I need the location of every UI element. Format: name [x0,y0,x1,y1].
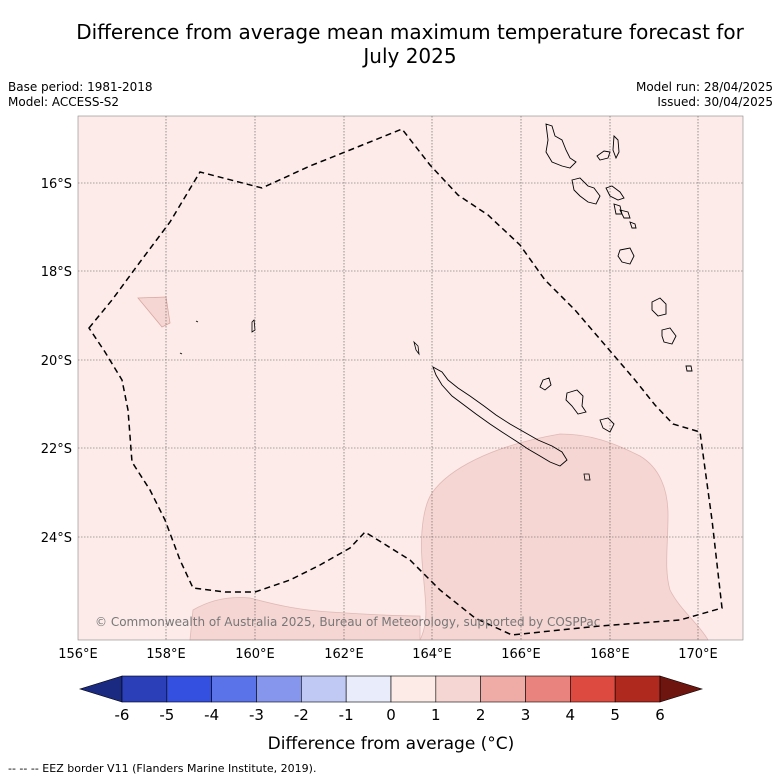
vanuatu-islands [545,123,693,372]
colorbar-swatch [570,675,616,703]
new-caledonia-island [432,366,568,467]
colorbar-tick-label: 6 [655,706,665,724]
colorbar-swatch [435,675,481,703]
map-panel: © Commonwealth of Australia 2025, Bureau… [77,115,744,641]
lat-label-18s: 18°S [41,265,72,280]
colorbar-tick-label: -4 [204,706,219,724]
eez-legend-note: -- -- -- EEZ border V11 (Flanders Marine… [8,762,317,775]
model-run: Model run: 28/04/2025 [635,80,773,94]
colorbar-swatches [78,675,704,703]
colorbar-swatch [525,675,571,703]
colorbar-extend-low [78,675,123,703]
colorbar-swatch [301,675,347,703]
lat-label-16s: 16°S [41,177,72,192]
north-islets [413,340,591,481]
colorbar-tick-label: 0 [386,706,396,724]
colorbar-tick-label: 3 [521,706,531,724]
issued-date: Issued: 30/04/2025 [657,95,773,109]
lon-label-168e: 168°E [590,647,630,662]
meta-right: Model run: 28/04/2025 Issued: 30/04/2025 [636,80,773,110]
colorbar-extend-high [659,675,704,703]
colorbar: -6 -5 -4 -3 -2 -1 0 1 2 3 4 5 6 Difference from aver… [78,675,704,754]
eez-border [88,128,723,636]
colorbar-tick-label: -6 [115,706,130,724]
colorbar-tick-label: -3 [249,706,264,724]
colorbar-tick-label: -1 [339,706,354,724]
colorbar-title: Difference from average (°C) [268,734,515,754]
lon-label-162e: 162°E [324,647,364,662]
warm-anomaly-bottom-left [189,597,421,641]
base-period: Base period: 1981-2018 [8,80,153,94]
colorbar-swatch [480,675,526,703]
meta-left: Base period: 1981-2018 Model: ACCESS-S2 [8,80,153,110]
colorbar-swatch [121,675,168,703]
warm-anomaly-island-west [137,296,171,328]
copyright-text: © Commonwealth of Australia 2025, Bureau… [95,615,600,629]
latitude-labels: 16°S 18°S 20°S 22°S 24°S [41,177,72,546]
lon-label-164e: 164°E [412,647,452,662]
lat-label-20s: 20°S [41,354,72,369]
title-line-1: Difference from average mean maximum tem… [76,20,744,44]
lon-label-160e: 160°E [235,647,275,662]
lat-label-24s: 24°S [41,531,72,546]
colorbar-tick-label: 2 [476,706,486,724]
colorbar-tick-label: -2 [294,706,309,724]
colorbar-tick-label: 4 [566,706,576,724]
colorbar-swatch [614,675,661,703]
lon-label-156e: 156°E [58,647,98,662]
gridlines [78,116,743,640]
loyalty-islands [539,377,615,433]
longitude-labels: 156°E 158°E 160°E 162°E 164°E 166°E 168°… [58,647,718,662]
map-title: Difference from average mean maximum tem… [40,20,780,68]
lat-label-22s: 22°S [41,442,72,457]
colorbar-tick-label: 1 [431,706,441,724]
model-name: Model: ACCESS-S2 [8,95,120,109]
west-islets [179,319,256,355]
colorbar-tick-label: -5 [159,706,174,724]
colorbar-swatch [390,675,437,703]
colorbar-tick-label: 5 [610,706,620,724]
lon-label-158e: 158°E [146,647,186,662]
colorbar-swatch [211,675,257,703]
lon-label-170e: 170°E [678,647,718,662]
title-line-2: July 2025 [363,44,457,68]
colorbar-ticks: -6 -5 -4 -3 -2 -1 0 1 2 3 4 5 6 [115,706,665,724]
colorbar-swatch [166,675,212,703]
colorbar-swatch [256,675,302,703]
lon-label-166e: 166°E [501,647,541,662]
colorbar-swatch [345,675,392,703]
